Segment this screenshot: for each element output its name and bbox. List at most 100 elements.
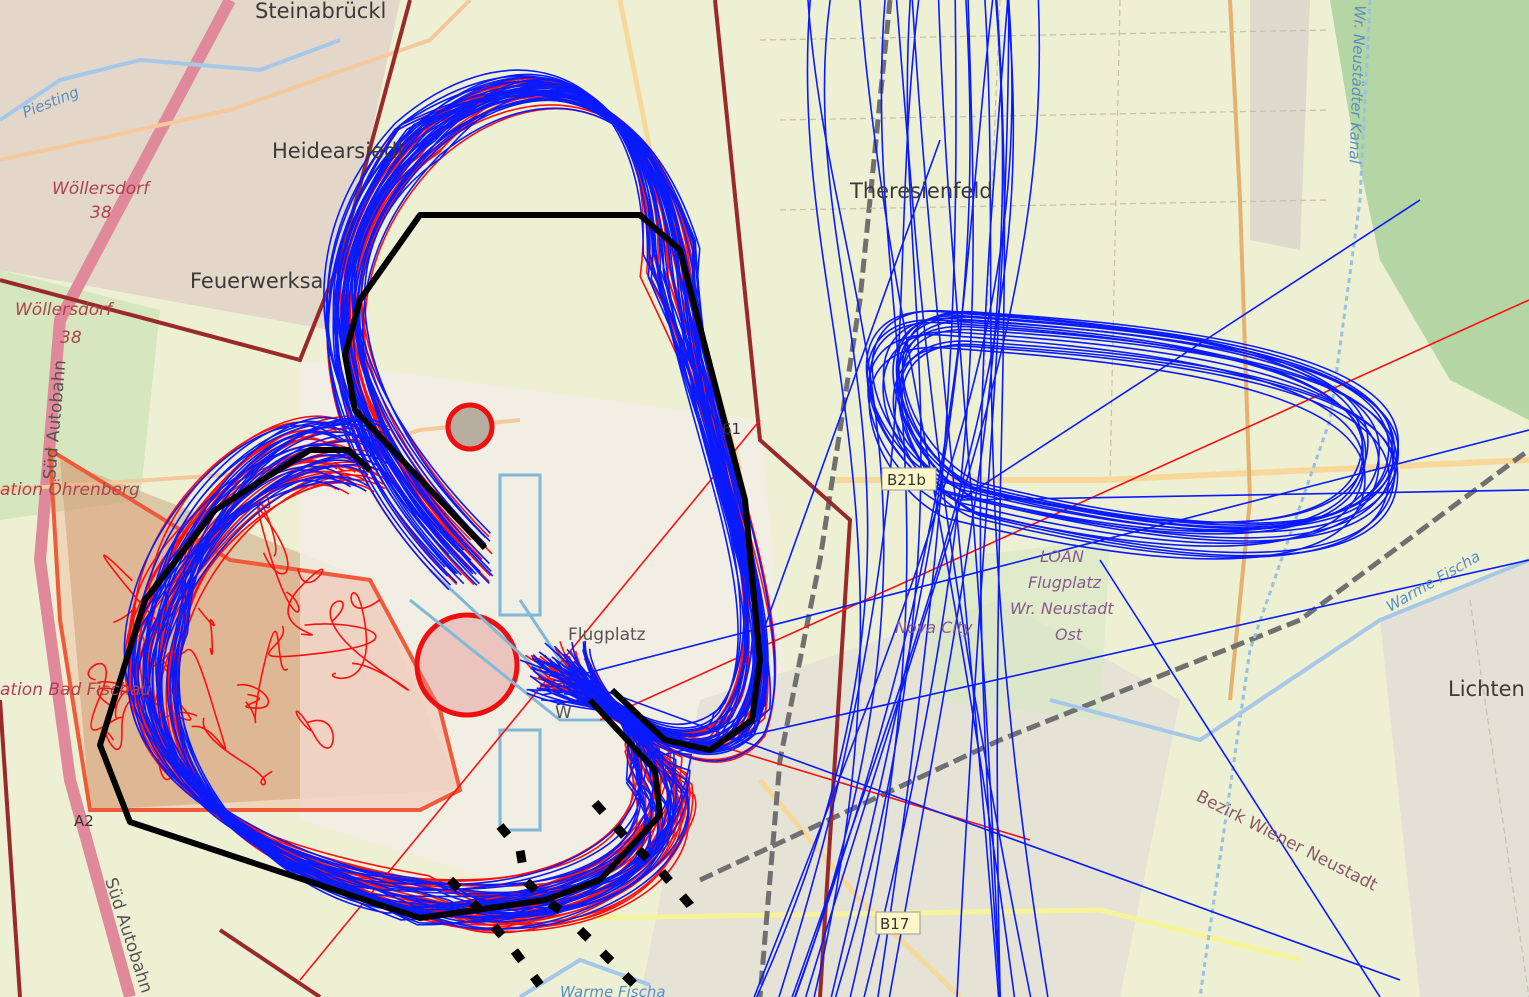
track-scribble	[202, 717, 273, 786]
track-north	[353, 91, 758, 745]
track-scribble	[197, 607, 215, 656]
green-area-west	[0, 270, 160, 520]
track-north	[326, 89, 767, 745]
track-east	[882, 317, 1381, 531]
motorway-a2	[33, 0, 236, 997]
track-scribble	[245, 630, 289, 724]
label-heidearsiedlung: Heidearsiedl	[272, 139, 403, 163]
label-station-oehrenberg: ation Öhrenberg	[0, 478, 140, 500]
track-scribble	[331, 591, 381, 680]
track-south	[177, 453, 670, 914]
track-transit	[895, 0, 1032, 997]
track-transit	[794, 0, 994, 997]
road-b17	[459, 907, 1301, 963]
track-transit	[888, 0, 1004, 997]
industrial-area	[1250, 0, 1310, 250]
label-station-bad-fischau: ation Bad Fischau	[0, 680, 152, 700]
track-transit	[753, 0, 1013, 997]
track-diagonal	[519, 659, 1401, 981]
pattern-boundary-dashed-b	[591, 800, 704, 923]
label-b17: B17	[880, 915, 909, 933]
track-south	[137, 430, 654, 907]
label-lichtenwoerth: Lichten	[1448, 677, 1525, 701]
track-south	[155, 422, 640, 886]
flight-tracks-blue	[123, 0, 1529, 997]
label-steinabrueckl: Steinabrückl	[255, 0, 386, 23]
label-woellersdorf-b: Wöllersdorf	[15, 300, 115, 320]
pattern-boundary-south	[97, 447, 663, 921]
label-nova-city: Nova City	[895, 618, 973, 637]
track-south	[131, 420, 641, 891]
track-transit	[858, 0, 1016, 997]
label-b21b: B21b	[887, 471, 926, 489]
track-north	[337, 76, 747, 735]
track-north	[334, 90, 766, 750]
label-warme-fischa-b: Warme Fischa	[560, 983, 666, 997]
label-flugplatz: Flugplatz	[1028, 573, 1102, 592]
track-south	[157, 471, 683, 911]
track-diagonal	[759, 139, 941, 641]
label-woellersdorf-b-exit: 38	[60, 328, 82, 348]
label-theresienfeld: Theresienfeld	[849, 179, 993, 203]
forest-area	[1330, 0, 1529, 420]
label-loan: LOAN	[1040, 547, 1084, 566]
track-scribble	[329, 600, 410, 691]
railways	[698, 0, 1529, 997]
shield-b21b	[881, 467, 937, 491]
track-east	[867, 334, 1365, 547]
label-a2: A2	[74, 812, 94, 830]
label-woellersdorf-a: Wöllersdorf	[52, 179, 152, 199]
track-scribble	[295, 710, 334, 749]
track-transit	[794, 0, 885, 997]
track-transit	[804, 0, 1041, 997]
track-transit	[830, 0, 971, 997]
track-diagonal	[959, 199, 1421, 501]
track-scribble	[268, 623, 377, 658]
label-ost: Ost	[1055, 625, 1083, 644]
pattern-boundary-north	[342, 212, 763, 753]
pattern-boundaries	[97, 212, 763, 994]
track-transit	[849, 0, 908, 997]
obstacle-circle-large	[414, 612, 520, 718]
track-diagonal	[1099, 559, 1381, 997]
track-scribble	[287, 568, 324, 636]
label-flugplatz-w: Flugplatz	[568, 625, 646, 645]
track-diagonal	[959, 489, 1529, 501]
track-east	[892, 315, 1390, 528]
label-feuerwerksanstalt: Feuerwerksa	[190, 269, 323, 293]
track-transit	[979, 0, 1009, 997]
label-w: W	[555, 703, 572, 723]
track-scribble	[256, 499, 300, 613]
track-east	[898, 340, 1396, 554]
label-neustaedter-kanal: Wr. Neustädter Kanal	[1345, 5, 1369, 165]
pattern-boundary-dashed-d	[576, 926, 644, 994]
shield-b17	[875, 911, 921, 935]
label-b61: 61	[722, 420, 741, 438]
track-scribble	[168, 648, 227, 751]
track-diagonal	[559, 429, 1529, 681]
label-wr-neustadt: Wr. Neustadt	[1010, 599, 1114, 618]
track-transit	[791, 0, 1015, 997]
track-east	[901, 311, 1399, 525]
track-east	[895, 313, 1393, 526]
track-scribble	[103, 554, 172, 631]
track-transit	[834, 0, 922, 997]
track-diagonal	[639, 559, 1529, 761]
track-transit	[937, 0, 1001, 997]
track-transit	[956, 0, 1010, 997]
pattern-boundary-dashed-c	[446, 876, 544, 988]
ctr-boundary	[0, 0, 853, 997]
urban-area-east	[1380, 560, 1529, 997]
obstacle-circle-small	[445, 402, 495, 452]
track-diagonal	[299, 419, 761, 981]
label-woellersdorf-a-exit: 38	[90, 203, 112, 223]
track-south	[175, 464, 675, 909]
track-transit	[877, 0, 957, 997]
track-east	[901, 343, 1399, 557]
track-east	[865, 310, 1364, 524]
track-transit	[755, 0, 869, 997]
track-scribble	[256, 495, 289, 575]
